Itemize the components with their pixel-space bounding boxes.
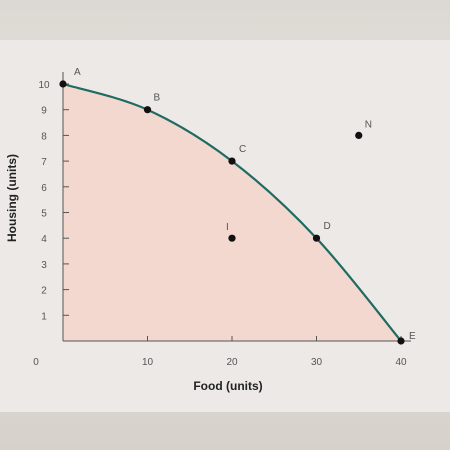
point-d	[312, 234, 321, 242]
feasible-region	[63, 84, 401, 341]
y-tick-label: 5	[41, 209, 47, 220]
point-n	[355, 131, 363, 139]
point-label-n: N	[365, 119, 372, 130]
point-label-b: B	[154, 93, 161, 104]
y-tick-label: 2	[41, 286, 47, 297]
point-label-c: C	[239, 144, 246, 155]
y-ticks: 1 2 3 4 5 6 7 8 9 10	[38, 80, 69, 322]
point-label-e: E	[409, 331, 416, 342]
point-b	[143, 106, 152, 114]
y-axis-title: Housing (units)	[5, 154, 19, 242]
point-a	[59, 80, 67, 88]
ppf-curve	[62, 82, 402, 342]
y-tick-label: 10	[38, 80, 50, 91]
y-tick-label: 8	[41, 131, 47, 142]
point-e	[397, 337, 405, 345]
point-label-i: I	[226, 222, 229, 233]
x-tick-label: 20	[226, 357, 238, 368]
point-label-d: D	[324, 221, 331, 232]
x-tick-label: 30	[311, 357, 323, 368]
data-points: A B C D E I N	[59, 67, 416, 345]
y-tick-label: 1	[41, 311, 47, 322]
y-tick-label: 3	[41, 260, 47, 271]
x-axis-title: Food (units)	[193, 379, 262, 393]
point-c	[228, 157, 236, 165]
y-tick-label: 4	[41, 234, 47, 245]
y-tick-label: 9	[41, 106, 47, 117]
x-tick-label: 0	[33, 357, 39, 368]
y-tick-label: 7	[41, 157, 47, 168]
x-tick-label: 40	[395, 357, 407, 368]
y-tick-label: 6	[41, 183, 47, 194]
x-tick-label: 10	[142, 357, 154, 368]
point-label-a: A	[74, 67, 81, 78]
point-i	[228, 234, 236, 242]
